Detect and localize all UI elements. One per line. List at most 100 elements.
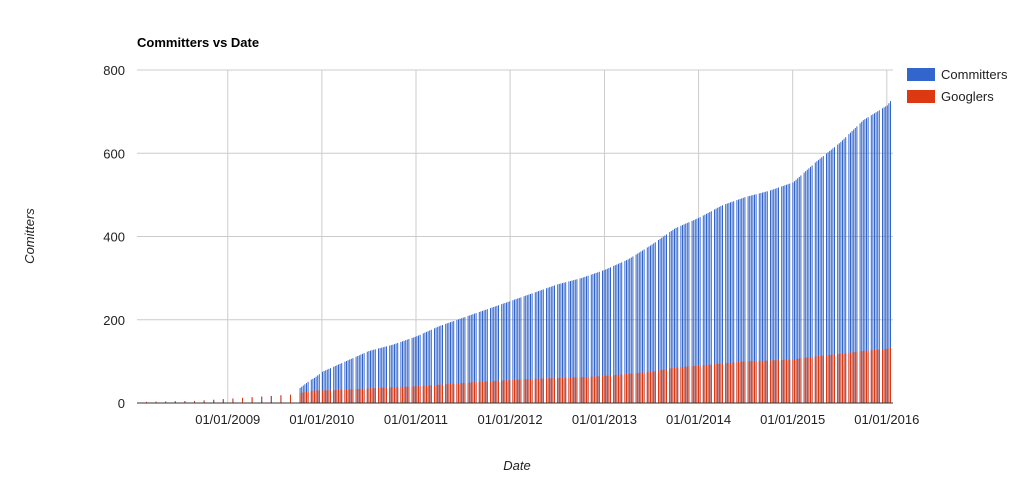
committers-bar [666,234,667,403]
committers-bar [405,340,407,403]
googlers-bar [573,377,575,403]
committers-bar [507,301,509,403]
googlers-bar [314,390,315,403]
googlers-bar [736,362,738,403]
googlers-bar [518,379,520,403]
committers-bar [426,331,427,403]
committers-bar [450,322,451,403]
googlers-bar [498,380,499,403]
googlers-bar [627,373,629,403]
committers-bar [837,144,839,403]
googlers-bar [312,390,314,403]
googlers-bar [334,390,336,403]
legend-item-googlers[interactable]: Googlers [907,89,994,104]
googlers-bar [560,377,562,403]
committers-bar [557,284,559,403]
committers-bar [781,186,783,403]
googlers-bar [366,388,368,403]
committers-bar [381,347,383,403]
committers-bar [784,185,786,403]
committers-bar [878,110,880,403]
committers-bar [877,111,879,403]
googlers-bar [502,380,504,403]
committers-bar [368,351,370,403]
committers-bar [818,159,819,403]
googlers-bar [307,391,309,403]
committers-bar [491,307,493,403]
googlers-bar [693,366,695,403]
committers-bar [403,340,405,403]
googlers-bar [493,380,495,403]
googlers-bar [357,389,359,403]
legend[interactable]: Committers Googlers [907,67,1008,104]
googlers-bar [597,376,599,403]
legend-item-committers[interactable]: Committers [907,67,1008,82]
committers-bar [638,252,640,403]
committers-bar [357,355,359,403]
committers-bar [698,218,699,403]
googlers-bar [315,390,317,403]
googlers-bar [514,379,515,403]
committers-bar [568,281,570,403]
committers-bar [517,298,519,403]
committers-bar [472,314,474,403]
committers-bar [582,277,584,403]
committers-bar [650,245,651,403]
googlers-bar [429,385,431,403]
googlers-bar [605,375,607,403]
googlers-bar [850,352,851,403]
googlers-bar [629,373,631,403]
googlers-bar [370,388,371,403]
committers-bar [883,107,885,403]
committers-bar [669,232,671,403]
committers-bar [587,275,589,403]
committers-bar [864,119,866,404]
committers-bar [534,292,536,403]
committers-bar [866,118,867,403]
googlers-bar [458,383,459,403]
googlers-bar [442,384,443,403]
committers-bar [314,377,315,403]
googlers-bar [682,366,683,403]
googlers-bar [728,362,730,403]
committers-bar [830,149,832,403]
googlers-bar [677,367,679,403]
committers-bar [699,217,701,403]
googlers-bar [872,350,874,403]
committers-bar [459,318,461,403]
committers-bar [485,309,487,403]
committers-bar [598,271,600,403]
googlers-bar [760,360,762,403]
googlers-bar [570,377,571,403]
googlers-bar [752,361,754,403]
googlers-bar [718,363,720,403]
committers-bar [579,278,581,403]
committers-bar [786,184,787,403]
googlers-bar [427,385,429,403]
googlers-bar [571,377,573,403]
googlers-bar [766,360,768,403]
committers-bar [325,370,327,403]
committers-bar [758,193,760,403]
committers-bar [562,283,563,403]
googlers-bar [702,365,704,403]
committers-bar [856,126,858,403]
committers-bar [803,172,805,403]
googlers-bar [792,359,794,403]
googlers-bar [539,378,541,403]
googlers-bar [699,365,701,403]
committers-bar [328,368,330,403]
googlers-bar [325,390,327,403]
committers-bar [771,189,773,403]
committers-bar [602,270,603,403]
googlers-bar [698,365,699,403]
committers-bar [494,306,496,403]
googlers-bar [462,383,464,403]
committers-bar [792,182,794,403]
googlers-bar [341,389,343,403]
googlers-bar [730,362,731,403]
committers-bar [720,206,722,403]
committers-bar [438,326,440,403]
committers-bar [736,200,738,403]
googlers-bar [355,389,357,403]
